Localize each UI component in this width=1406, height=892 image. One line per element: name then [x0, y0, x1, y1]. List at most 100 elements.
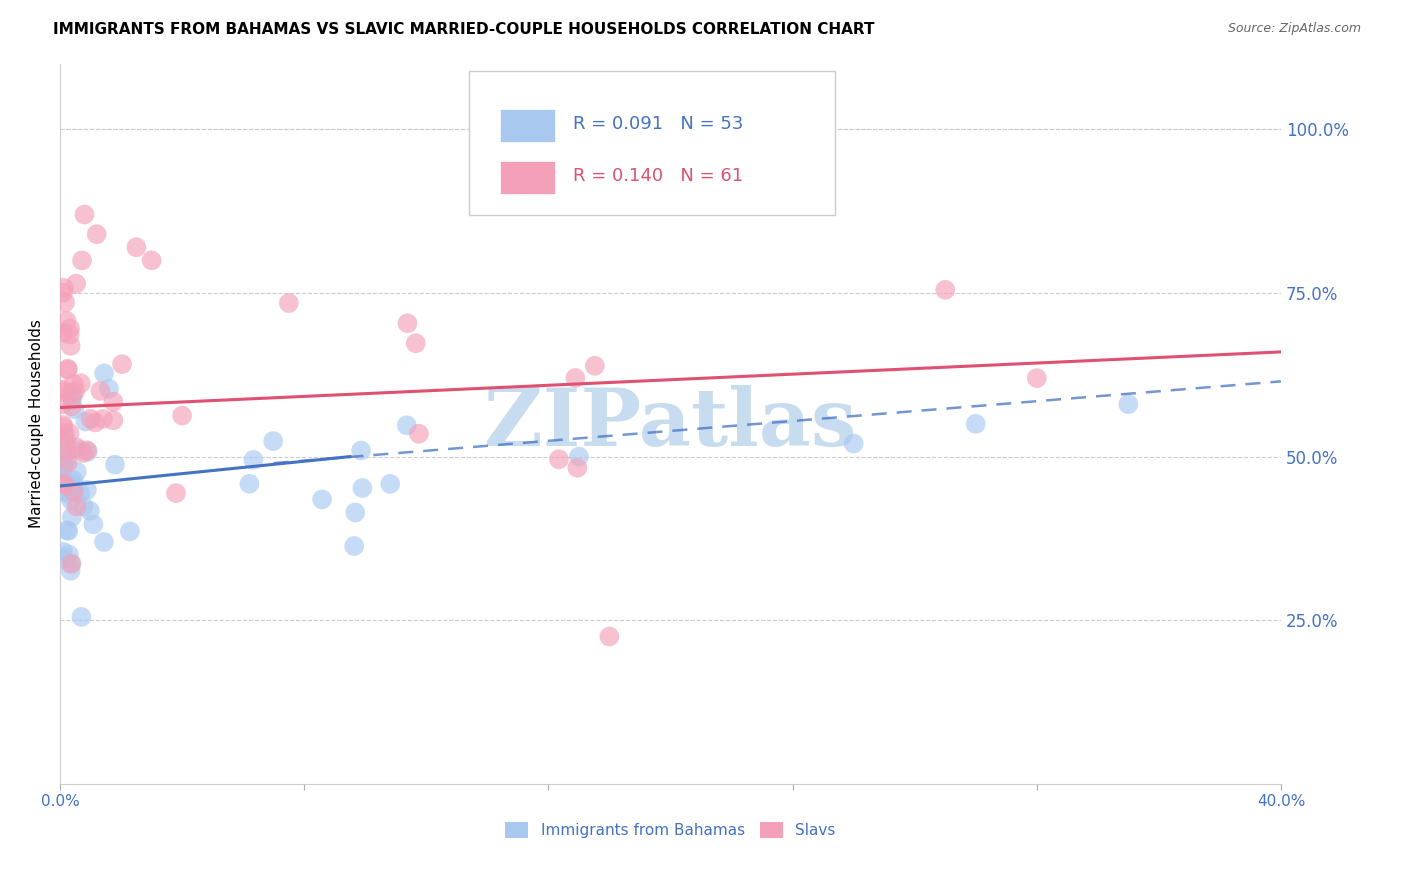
- Point: [79, 412, 101, 426]
- Point: [62, 377, 84, 392]
- Point: [103, 413, 125, 427]
- Point: [84, 416, 107, 430]
- Point: [62, 477, 84, 491]
- Point: [53, 478, 76, 492]
- Point: [1118, 397, 1140, 411]
- Point: [82, 517, 104, 532]
- Point: [60, 510, 83, 524]
- Text: Source: ZipAtlas.com: Source: ZipAtlas.com: [1227, 22, 1361, 36]
- Point: [56, 456, 79, 470]
- Point: [53, 426, 76, 441]
- Point: [104, 458, 127, 472]
- Point: [59, 426, 82, 441]
- Point: [76, 483, 98, 497]
- Point: [53, 474, 76, 488]
- Point: [52, 551, 75, 566]
- Bar: [499, 110, 554, 142]
- Point: [75, 415, 97, 429]
- Point: [86, 227, 108, 242]
- Point: [380, 477, 402, 491]
- Point: [53, 295, 76, 310]
- Point: [53, 475, 76, 490]
- Point: [311, 492, 333, 507]
- Point: [52, 458, 75, 473]
- Point: [70, 376, 93, 391]
- Point: [568, 450, 591, 464]
- Point: [65, 384, 87, 399]
- Point: [52, 545, 75, 559]
- Point: [70, 443, 93, 458]
- Text: R = 0.140   N = 61: R = 0.140 N = 61: [572, 167, 742, 185]
- Point: [405, 336, 427, 351]
- Point: [598, 630, 620, 644]
- Point: [172, 409, 194, 423]
- Point: [65, 500, 87, 514]
- Point: [66, 465, 89, 479]
- Point: [52, 476, 75, 491]
- Point: [59, 564, 82, 578]
- Point: [72, 446, 94, 460]
- Point: [52, 397, 75, 411]
- Point: [76, 444, 98, 458]
- Point: [583, 359, 606, 373]
- FancyBboxPatch shape: [470, 71, 835, 215]
- Point: [56, 444, 79, 458]
- Point: [52, 285, 75, 300]
- Point: [55, 314, 77, 328]
- Point: [352, 481, 374, 495]
- Point: [52, 446, 75, 460]
- Point: [65, 277, 87, 291]
- Point: [79, 504, 101, 518]
- Text: IMMIGRANTS FROM BAHAMAS VS SLAVIC MARRIED-COUPLE HOUSEHOLDS CORRELATION CHART: IMMIGRANTS FROM BAHAMAS VS SLAVIC MARRIE…: [53, 22, 875, 37]
- Point: [62, 484, 84, 499]
- Point: [564, 371, 586, 385]
- Point: [408, 426, 430, 441]
- Point: [52, 420, 75, 434]
- Point: [93, 366, 115, 380]
- Point: [60, 392, 83, 406]
- Point: [56, 523, 79, 537]
- Point: [60, 557, 83, 571]
- Point: [111, 357, 134, 371]
- Point: [76, 443, 98, 458]
- Point: [934, 283, 956, 297]
- Point: [89, 384, 111, 398]
- Bar: [499, 161, 554, 194]
- Point: [238, 476, 260, 491]
- Point: [93, 535, 115, 549]
- Point: [60, 386, 83, 401]
- Point: [165, 486, 187, 500]
- Point: [52, 417, 75, 432]
- Point: [62, 474, 84, 488]
- Point: [52, 281, 75, 295]
- Point: [70, 610, 93, 624]
- Point: [58, 524, 80, 538]
- Point: [52, 326, 75, 340]
- Legend: Immigrants from Bahamas, Slavs: Immigrants from Bahamas, Slavs: [499, 816, 842, 845]
- Point: [842, 436, 865, 450]
- Point: [965, 417, 987, 431]
- Point: [58, 487, 80, 501]
- Point: [55, 451, 77, 466]
- Point: [63, 402, 86, 417]
- Point: [60, 400, 83, 414]
- Point: [60, 557, 83, 571]
- Point: [56, 363, 79, 377]
- Point: [73, 208, 96, 222]
- Text: R = 0.091   N = 53: R = 0.091 N = 53: [572, 115, 744, 133]
- Point: [350, 443, 373, 458]
- Point: [59, 327, 82, 342]
- Point: [55, 431, 77, 445]
- Point: [59, 339, 82, 353]
- Point: [343, 539, 366, 553]
- Point: [567, 460, 589, 475]
- Point: [60, 493, 83, 508]
- Point: [65, 441, 87, 455]
- Point: [262, 434, 284, 449]
- Point: [141, 253, 163, 268]
- Point: [53, 457, 76, 471]
- Text: ZIPatlas: ZIPatlas: [485, 384, 856, 463]
- Point: [103, 394, 125, 409]
- Point: [395, 418, 418, 433]
- Point: [52, 384, 75, 399]
